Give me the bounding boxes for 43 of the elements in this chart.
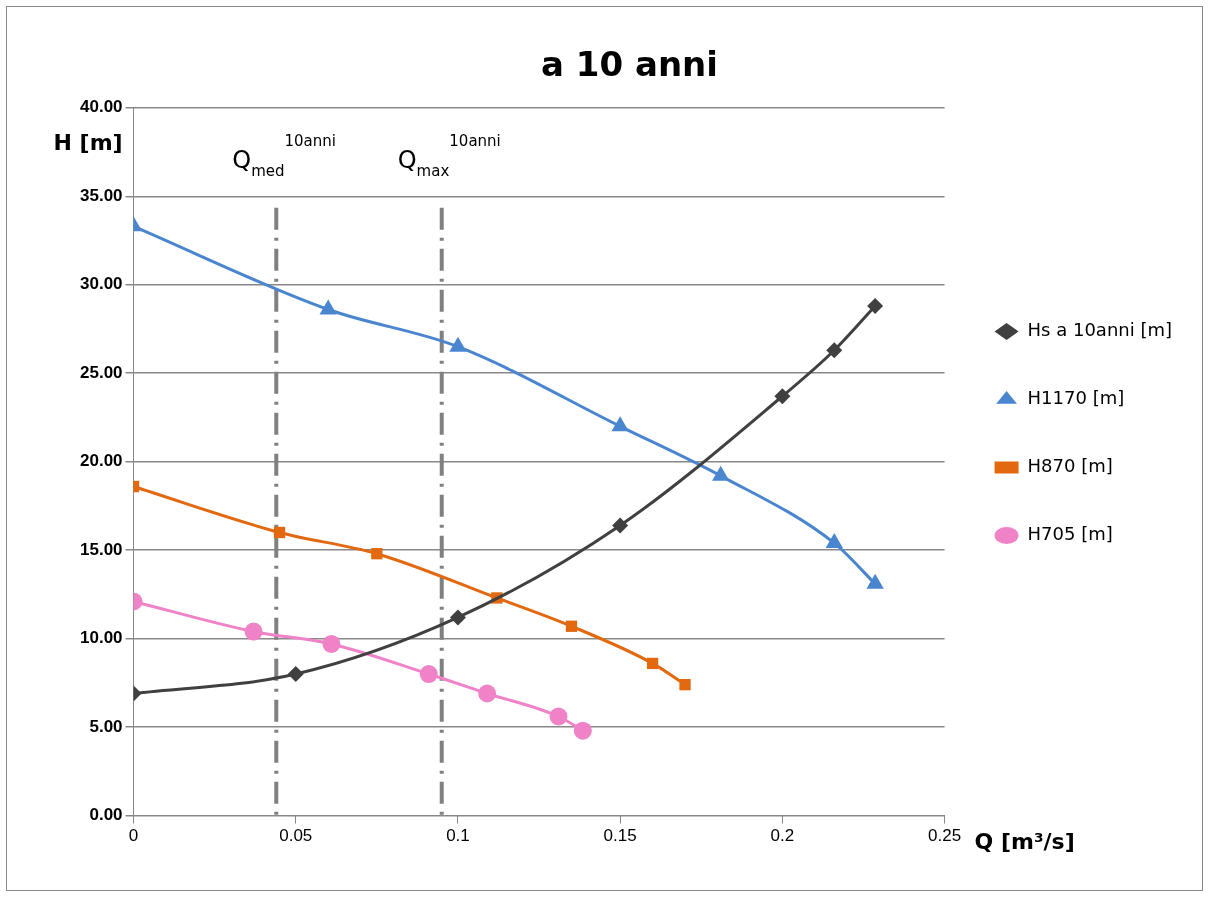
y-tick-label: 25.00 — [79, 362, 123, 382]
chart-title: a 10 anni — [541, 44, 718, 85]
y-axis-title: H [m] — [53, 129, 123, 155]
y-tick-label: 15.00 — [79, 539, 123, 559]
x-tick-label: 0.25 — [928, 826, 962, 846]
point — [646, 657, 659, 670]
point — [273, 526, 286, 539]
point — [774, 388, 791, 405]
y-tick-label: 30.00 — [79, 274, 123, 294]
legend-label: H705 [m] — [1027, 523, 1113, 545]
point — [679, 679, 691, 691]
x-tick-label: 0.05 — [279, 826, 313, 846]
point — [419, 665, 438, 684]
y-tick-label: 0.00 — [89, 805, 123, 825]
legend-label: Hs a 10anni [m] — [1027, 319, 1173, 341]
point — [825, 533, 843, 549]
point — [287, 666, 304, 683]
point — [867, 297, 884, 314]
y-tick-label: 40.00 — [79, 97, 123, 117]
point — [565, 620, 578, 632]
x-tick-label: 0 — [128, 826, 139, 846]
legend-label: H870 [m] — [1027, 455, 1113, 477]
point — [549, 707, 568, 726]
y-tick-label: 35.00 — [79, 185, 123, 205]
x-tick-label: 0.1 — [446, 826, 470, 846]
point — [826, 342, 843, 359]
x-tick-label: 0.2 — [770, 826, 795, 846]
point — [573, 721, 592, 740]
x-axis-title: Q [m³/s] — [974, 828, 1075, 854]
point — [611, 416, 629, 432]
point — [478, 684, 497, 703]
point — [319, 299, 337, 315]
legend-label: H1170 [m] — [1027, 387, 1125, 409]
point — [449, 609, 466, 626]
y-tick-label: 10.00 — [79, 628, 123, 648]
point — [612, 517, 629, 534]
point — [371, 548, 383, 560]
point — [244, 622, 263, 641]
point — [322, 634, 341, 653]
y-tick-label: 20.00 — [79, 451, 123, 471]
y-tick-label: 5.00 — [89, 716, 123, 736]
x-tick-label: 0.15 — [603, 826, 637, 846]
point — [449, 336, 467, 352]
